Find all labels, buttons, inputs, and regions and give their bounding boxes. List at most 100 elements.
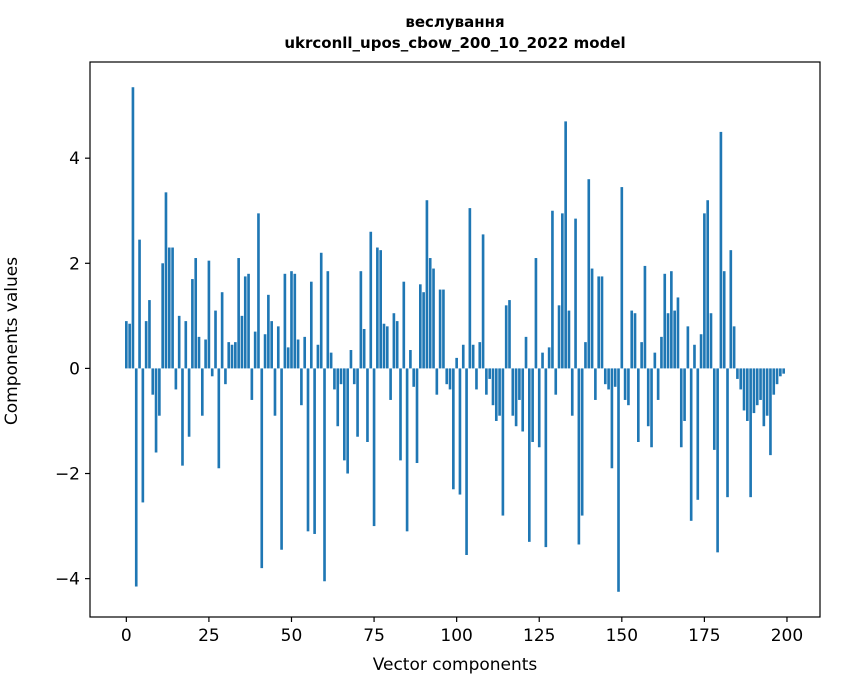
bar: [475, 368, 478, 390]
bar: [167, 247, 171, 369]
y-tick-label: −4: [55, 570, 80, 590]
bar: [293, 273, 297, 369]
bar: [419, 284, 422, 369]
bar: [171, 247, 174, 369]
bar: [382, 323, 386, 369]
bar: [627, 368, 630, 406]
y-tick-label: 0: [69, 359, 80, 379]
bar: [224, 368, 227, 385]
bar: [739, 368, 743, 390]
x-tick-label: 125: [523, 626, 555, 646]
bar: [666, 313, 670, 369]
bar: [524, 336, 528, 369]
bar: [508, 300, 511, 369]
bar: [379, 250, 382, 369]
bar: [405, 368, 409, 532]
bar: [395, 321, 399, 369]
bar: [263, 334, 267, 369]
bar: [253, 331, 257, 369]
bar: [782, 368, 785, 374]
bar: [736, 368, 739, 379]
bar: [276, 326, 280, 369]
bar: [286, 347, 290, 369]
bar: [663, 273, 667, 369]
bar: [673, 310, 676, 369]
x-tick-label: 50: [281, 626, 303, 646]
bar: [597, 276, 601, 369]
bar: [392, 313, 396, 369]
bar: [366, 368, 369, 442]
bar: [650, 368, 653, 448]
bar: [551, 210, 554, 369]
bar: [590, 268, 594, 369]
bar: [643, 265, 647, 369]
bar: [220, 292, 224, 369]
bar: [376, 247, 379, 369]
bar: [620, 187, 624, 369]
bar: [521, 368, 525, 432]
bar: [207, 260, 211, 369]
bar: [501, 368, 505, 516]
bar: [333, 368, 336, 390]
bar: [151, 368, 155, 395]
bar: [706, 200, 710, 369]
bar: [679, 368, 683, 448]
bar: [656, 368, 660, 400]
bar: [313, 368, 316, 534]
bar: [703, 213, 706, 369]
bar: [683, 368, 686, 421]
bar: [385, 326, 389, 369]
bar: [640, 342, 643, 369]
bar: [435, 368, 439, 395]
bar: [323, 368, 326, 582]
bar: [240, 315, 244, 369]
bar: [362, 328, 366, 369]
bar: [148, 300, 151, 369]
bar: [134, 368, 138, 587]
bar: [716, 368, 719, 553]
bar: [722, 271, 726, 369]
bar: [587, 179, 591, 369]
x-tick-label: 200: [771, 626, 803, 646]
bar: [584, 342, 587, 369]
y-tick-label: 4: [69, 149, 80, 169]
bar: [432, 268, 435, 369]
bar: [412, 368, 416, 387]
bar: [762, 368, 766, 427]
bar: [125, 321, 128, 369]
bar: [174, 368, 178, 390]
bar: [250, 368, 254, 400]
bar: [138, 239, 141, 369]
bar: [729, 250, 733, 369]
bar: [389, 368, 392, 400]
bar: [712, 368, 716, 450]
bar: [306, 368, 310, 532]
bar: [772, 368, 776, 395]
bar: [458, 368, 462, 495]
bar: [696, 368, 700, 500]
bar: [181, 368, 184, 466]
bar: [465, 368, 468, 555]
x-axis-label: Vector components: [372, 655, 538, 675]
bar: [577, 368, 581, 545]
bar: [742, 368, 746, 411]
bar: [336, 368, 340, 427]
bar: [637, 368, 640, 442]
bar: [511, 368, 515, 416]
bar: [630, 310, 634, 369]
bar: [445, 368, 449, 385]
bar: [557, 305, 561, 369]
bar: [425, 200, 429, 369]
bar: [494, 368, 498, 421]
bar: [343, 368, 346, 461]
bar: [574, 218, 577, 369]
bar: [600, 276, 604, 369]
y-tick-label: −2: [55, 465, 80, 485]
bar: [280, 368, 283, 550]
bar: [217, 368, 221, 469]
bar: [399, 368, 402, 461]
bar: [415, 368, 419, 464]
bar: [257, 213, 260, 369]
